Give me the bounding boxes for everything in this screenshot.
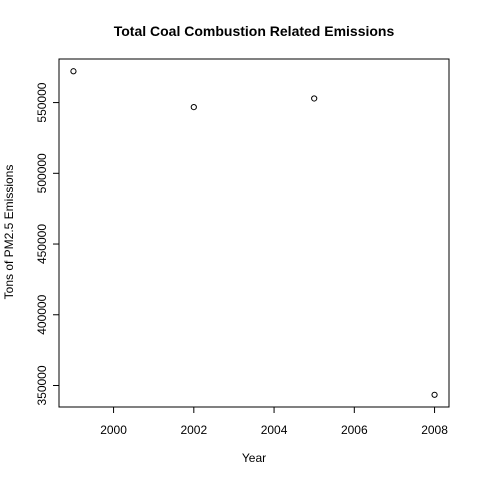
y-tick-label: 400000 <box>35 294 49 334</box>
x-tick-label: 2002 <box>180 423 207 437</box>
y-tick-label: 550000 <box>35 82 49 122</box>
data-point <box>431 391 438 398</box>
plot-frame <box>58 58 450 408</box>
x-axis: 2000 2002 2004 2006 2008 <box>100 407 448 437</box>
data-point <box>311 95 318 102</box>
chart-title: Total Coal Combustion Related Emissions <box>114 23 395 39</box>
y-tick-label: 450000 <box>35 224 49 264</box>
data-points <box>70 68 438 398</box>
y-axis-label: Tons of PM2.5 Emissions <box>2 165 16 300</box>
x-tick-label: 2006 <box>341 423 368 437</box>
x-tick-label: 2008 <box>421 423 448 437</box>
x-axis-label: Year <box>242 451 266 465</box>
y-axis: 350000 400000 450000 500000 550000 <box>35 82 59 406</box>
y-tick-label: 350000 <box>35 365 49 405</box>
data-point <box>70 68 77 75</box>
y-tick-label: 500000 <box>35 153 49 193</box>
x-tick-label: 2004 <box>261 423 288 437</box>
x-tick-label: 2000 <box>100 423 127 437</box>
data-point <box>190 104 197 111</box>
